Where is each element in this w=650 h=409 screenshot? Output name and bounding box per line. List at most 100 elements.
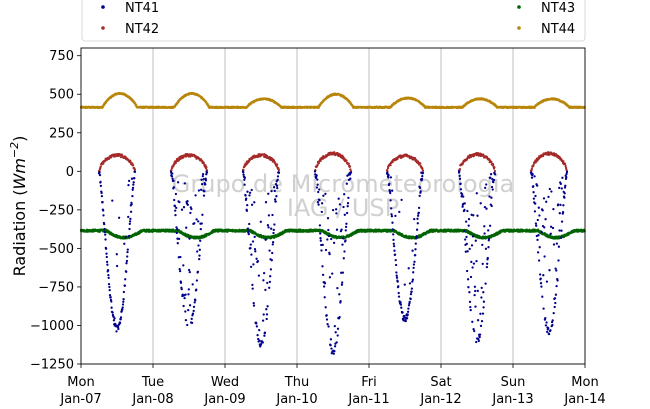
point-nt41 [197,244,200,247]
point-nt41 [476,214,479,217]
point-nt41 [468,300,472,304]
point-nt42 [345,159,348,162]
point-nt41 [418,186,422,190]
point-nt41 [464,220,468,223]
point-nt41 [468,247,471,251]
point-nt41 [465,269,469,273]
point-nt41 [336,327,340,330]
axes: −1250−1000−750−500−2500250500750MonJan-0… [8,47,606,407]
legend-marker-nt42 [101,26,105,30]
point-nt41 [333,349,336,353]
point-nt42 [348,165,352,168]
point-nt41 [115,253,118,256]
point-nt41 [553,297,557,300]
point-nt41 [341,281,344,284]
legend-label-nt43: NT43 [541,1,575,16]
point-nt41 [128,220,132,223]
point-nt41 [255,325,259,328]
point-nt41 [266,305,269,308]
point-nt41 [556,279,559,282]
point-nt41 [475,192,478,195]
point-nt41 [327,325,330,328]
point-nt41 [242,173,245,176]
point-nt41 [531,173,534,176]
point-nt41 [194,194,197,197]
point-nt41 [462,195,465,198]
point-nt41 [552,311,555,315]
point-nt41 [409,292,413,296]
point-nt41 [276,178,279,181]
point-nt41 [338,315,341,319]
point-nt41 [389,199,392,202]
point-nt41 [326,238,329,241]
x-tick-label: Wed [211,375,239,390]
point-nt41 [482,291,485,294]
point-nt41 [250,188,253,192]
point-nt41 [559,203,562,207]
point-nt42 [205,166,208,169]
point-nt41 [186,203,189,206]
point-nt41 [176,228,179,231]
point-nt41 [267,214,271,217]
point-nt41 [127,235,130,238]
point-nt41 [273,189,276,193]
point-nt41 [121,308,124,311]
point-nt41 [323,296,326,299]
point-nt41 [346,205,349,208]
point-nt41 [490,204,493,208]
y-tick-label: 500 [49,88,74,103]
point-nt41 [392,242,395,245]
point-nt41 [133,170,137,174]
point-nt41 [248,191,252,194]
point-nt41 [387,176,390,179]
point-nt41 [562,204,565,207]
point-nt41 [105,252,108,255]
legend-label-nt42: NT42 [125,22,159,37]
point-nt41 [557,203,560,206]
point-nt41 [319,237,322,240]
point-nt41 [257,274,261,277]
point-nt41 [107,276,110,280]
point-nt41 [197,189,201,192]
point-nt41 [243,176,247,179]
point-nt41 [330,237,333,241]
point-nt41 [344,239,347,242]
point-nt41 [536,184,539,187]
point-nt41 [321,273,325,277]
x-tick-label: Mon [571,375,598,390]
point-nt41 [170,175,174,178]
series-nt44 [79,91,586,110]
point-nt41 [474,305,477,308]
point-nt41 [482,306,485,309]
point-nt41 [331,208,335,212]
point-nt41 [563,196,566,199]
point-nt41 [410,290,413,293]
point-nt41 [318,188,321,191]
point-nt41 [176,242,179,245]
point-nt41 [198,254,201,257]
point-nt41 [275,195,278,198]
point-nt41 [195,279,199,282]
point-nt41 [342,237,345,240]
point-nt41 [190,321,194,325]
point-nt41 [343,213,346,216]
point-nt41 [256,333,259,337]
point-nt41 [265,313,269,316]
point-nt41 [409,297,412,301]
point-nt41 [465,242,468,246]
point-nt41 [190,207,193,211]
point-nt41 [253,201,256,204]
point-nt42 [530,167,534,171]
point-nt41 [259,220,262,223]
point-nt41 [115,264,119,268]
point-nt41 [183,182,187,185]
point-nt41 [319,239,322,242]
point-nt41 [264,201,268,204]
point-nt41 [534,194,537,198]
point-nt41 [244,194,247,197]
point-nt41 [414,248,417,251]
point-nt41 [538,273,542,276]
point-nt41 [418,194,421,198]
x-tick-label: Sat [430,375,451,390]
point-nt41 [555,242,559,245]
